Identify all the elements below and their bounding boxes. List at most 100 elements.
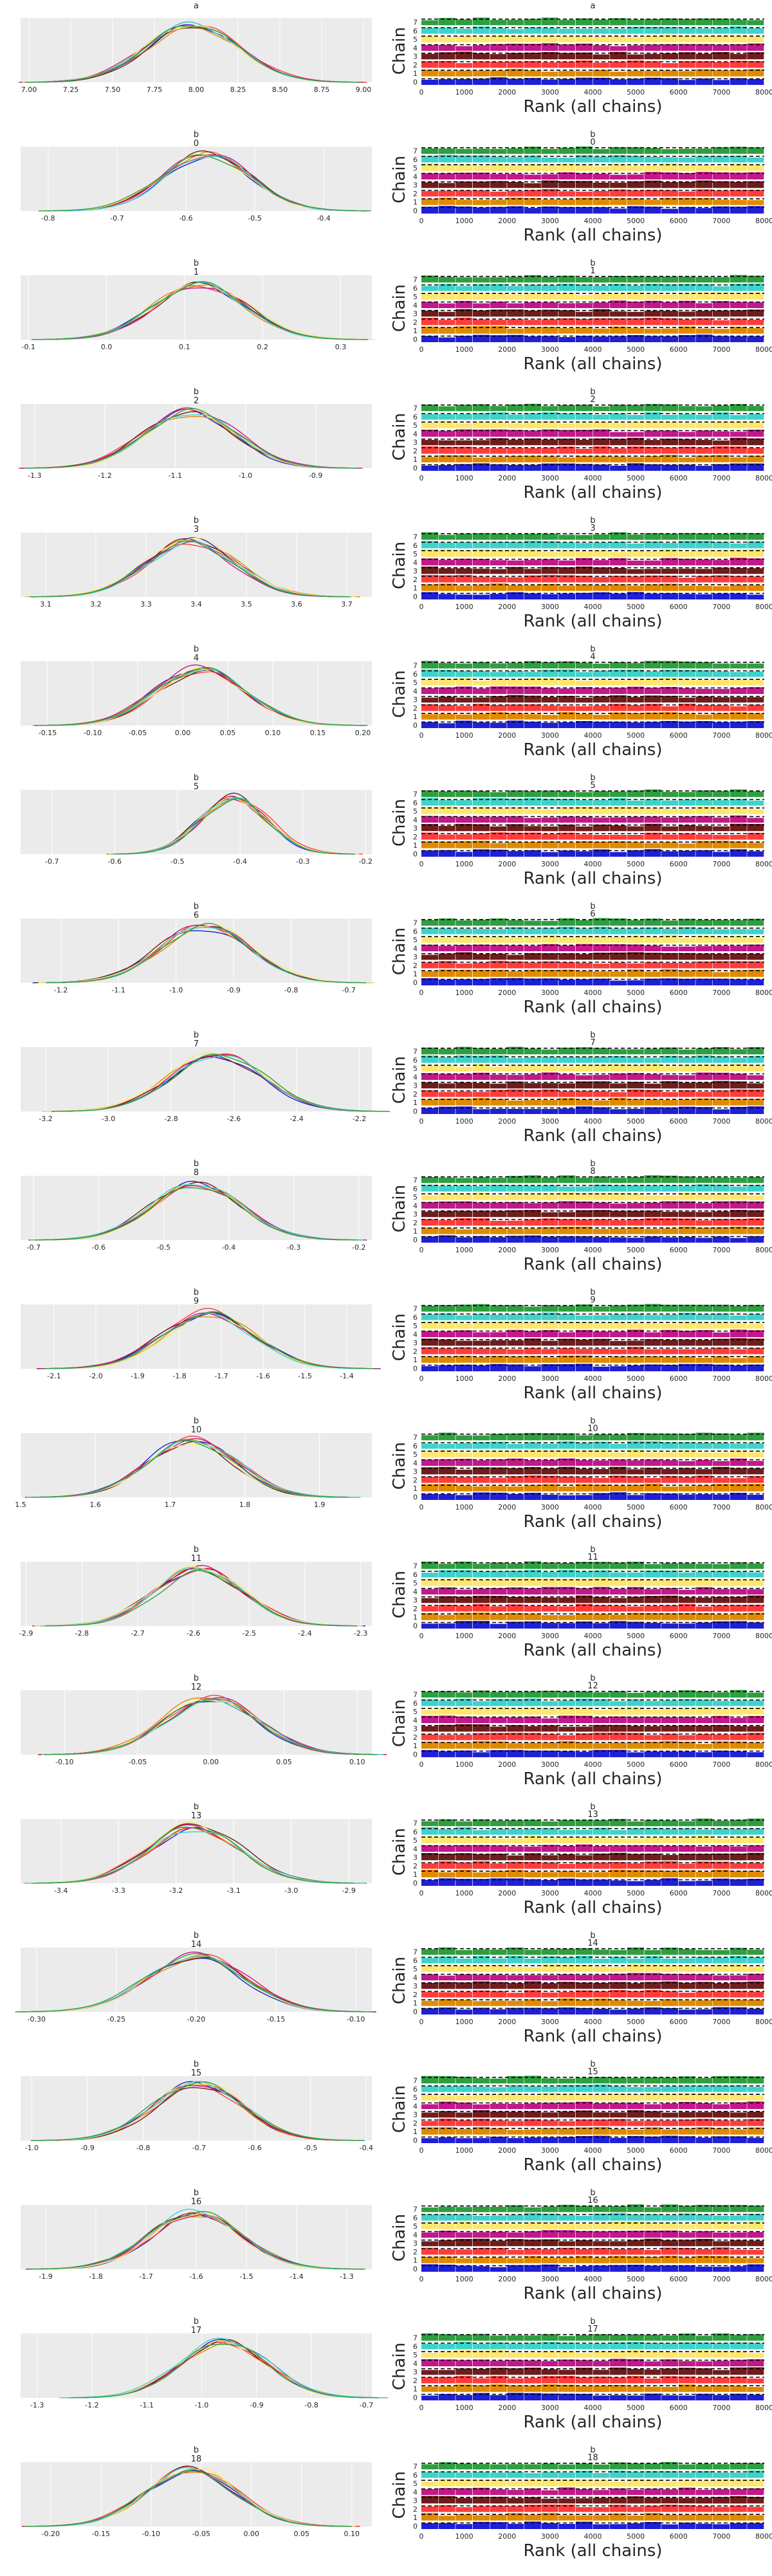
rank-bar bbox=[713, 568, 730, 574]
rank-bar bbox=[593, 585, 610, 591]
rank-bar bbox=[455, 2000, 472, 2006]
rank-bar bbox=[730, 2240, 747, 2246]
rank-bar bbox=[679, 1082, 695, 1088]
rank-bar bbox=[558, 337, 575, 342]
rank-bar bbox=[439, 1049, 455, 1055]
kde-tick-label: -0.3 bbox=[296, 857, 309, 866]
rank-bar bbox=[421, 1228, 438, 1234]
rank-subtitle: 7 bbox=[590, 1038, 595, 1048]
rank-ytick-label: 6 bbox=[413, 413, 418, 421]
kde-title: b bbox=[194, 2445, 199, 2455]
rank-bar bbox=[695, 1623, 712, 1629]
rank-ylabel: Chain bbox=[390, 1571, 409, 1618]
rank-bar bbox=[524, 929, 541, 935]
rank-bar bbox=[439, 406, 455, 412]
rank-bar bbox=[695, 208, 712, 214]
rank-bar bbox=[679, 1340, 695, 1346]
rank-bar bbox=[593, 1349, 610, 1355]
rank-bar bbox=[507, 319, 524, 325]
rank-bar bbox=[490, 2223, 507, 2229]
rank-bar bbox=[524, 826, 541, 831]
rank-bar bbox=[558, 843, 575, 848]
kde-tick-label: -0.5 bbox=[157, 1243, 170, 1252]
rank-bar bbox=[713, 2507, 730, 2512]
rank-bar bbox=[695, 1734, 712, 1740]
rank-bar bbox=[713, 664, 730, 669]
rank-bar bbox=[558, 1735, 575, 1740]
kde-tick-label: 3.2 bbox=[90, 600, 102, 608]
rank-bar bbox=[593, 1057, 610, 1063]
rank-bar bbox=[473, 2224, 490, 2229]
kde-subtitle: 16 bbox=[191, 2197, 202, 2207]
rank-bar bbox=[507, 679, 524, 685]
rank-bar bbox=[627, 2121, 644, 2126]
rank-bar bbox=[576, 2078, 593, 2083]
rank-bar bbox=[542, 1872, 558, 1877]
rank-bar bbox=[473, 304, 490, 308]
rank-bar bbox=[610, 1701, 627, 1706]
rank-bar bbox=[558, 423, 575, 428]
rank-bar bbox=[730, 182, 747, 188]
rank-bar bbox=[730, 70, 747, 77]
rank-xtick-label: 3000 bbox=[541, 474, 559, 482]
rank-bar bbox=[661, 295, 678, 300]
kde-tick-label: 8.50 bbox=[272, 86, 288, 94]
rank-bar bbox=[473, 320, 490, 325]
rank-bar bbox=[593, 2352, 610, 2358]
rank-bar bbox=[747, 809, 764, 814]
rank-bar bbox=[627, 679, 644, 685]
rank-bar bbox=[524, 1975, 541, 1980]
kde-tick-label: -0.5 bbox=[248, 214, 261, 223]
rank-bar bbox=[610, 1092, 627, 1097]
rank-bar bbox=[507, 560, 524, 565]
rank-ytick-label: 2 bbox=[413, 2505, 418, 2514]
rank-bar bbox=[542, 2001, 558, 2006]
rank-bar bbox=[610, 2129, 627, 2135]
rank-bar bbox=[421, 1494, 438, 1500]
kde-tick-label: -2.7 bbox=[131, 1629, 144, 1638]
rank-subtitle: 2 bbox=[590, 395, 595, 405]
rank-xtick-label: 0 bbox=[419, 2532, 424, 2541]
rank-bar bbox=[455, 1950, 472, 1955]
rank-xtick-label: 6000 bbox=[670, 1246, 688, 1254]
rank-bar bbox=[679, 192, 695, 197]
rank-bar bbox=[627, 276, 644, 282]
rank-bar bbox=[695, 1203, 712, 1209]
rank-bar bbox=[490, 1692, 507, 1698]
rank-bar bbox=[627, 551, 644, 557]
rank-bar bbox=[645, 1692, 661, 1698]
rank-bar bbox=[507, 304, 524, 308]
rank-ylabel: Chain bbox=[390, 1313, 409, 1361]
rank-bar bbox=[661, 311, 678, 316]
rank-bar bbox=[627, 2395, 644, 2400]
rank-xtick-label: 3000 bbox=[541, 1503, 559, 1512]
rank-xtick-label: 2000 bbox=[498, 1503, 516, 1512]
kde-subtitle: 5 bbox=[194, 782, 199, 792]
rank-bar bbox=[610, 276, 627, 282]
rank-xtick-label: 0 bbox=[419, 88, 424, 96]
rank-bar bbox=[576, 672, 593, 677]
rank-bar bbox=[507, 2138, 524, 2143]
rank-bar bbox=[455, 715, 472, 720]
kde-plot: -1.3-1.2-1.1-1.0-0.9b2 bbox=[19, 387, 372, 480]
rank-bar bbox=[542, 1185, 558, 1192]
rank-bar bbox=[455, 1742, 472, 1748]
rank-bar bbox=[610, 2524, 627, 2529]
rank-bar bbox=[747, 980, 764, 985]
rank-bar bbox=[661, 149, 678, 154]
rank-bar bbox=[747, 705, 764, 711]
rank-bar bbox=[558, 1236, 575, 1243]
rank-bar bbox=[542, 559, 558, 565]
rank-bar bbox=[593, 722, 610, 728]
rank-bar bbox=[576, 585, 593, 591]
rank-bar bbox=[524, 1872, 541, 1877]
rank-bar bbox=[610, 405, 627, 411]
rank-bar bbox=[490, 71, 507, 77]
rank-bar bbox=[439, 2095, 455, 2101]
rank-bar bbox=[558, 2258, 575, 2263]
rank-bar bbox=[576, 1469, 593, 1475]
rank-bar bbox=[627, 2087, 644, 2092]
rank-bar bbox=[490, 2258, 507, 2263]
rank-bar bbox=[695, 54, 712, 60]
rank-bar bbox=[593, 149, 610, 154]
